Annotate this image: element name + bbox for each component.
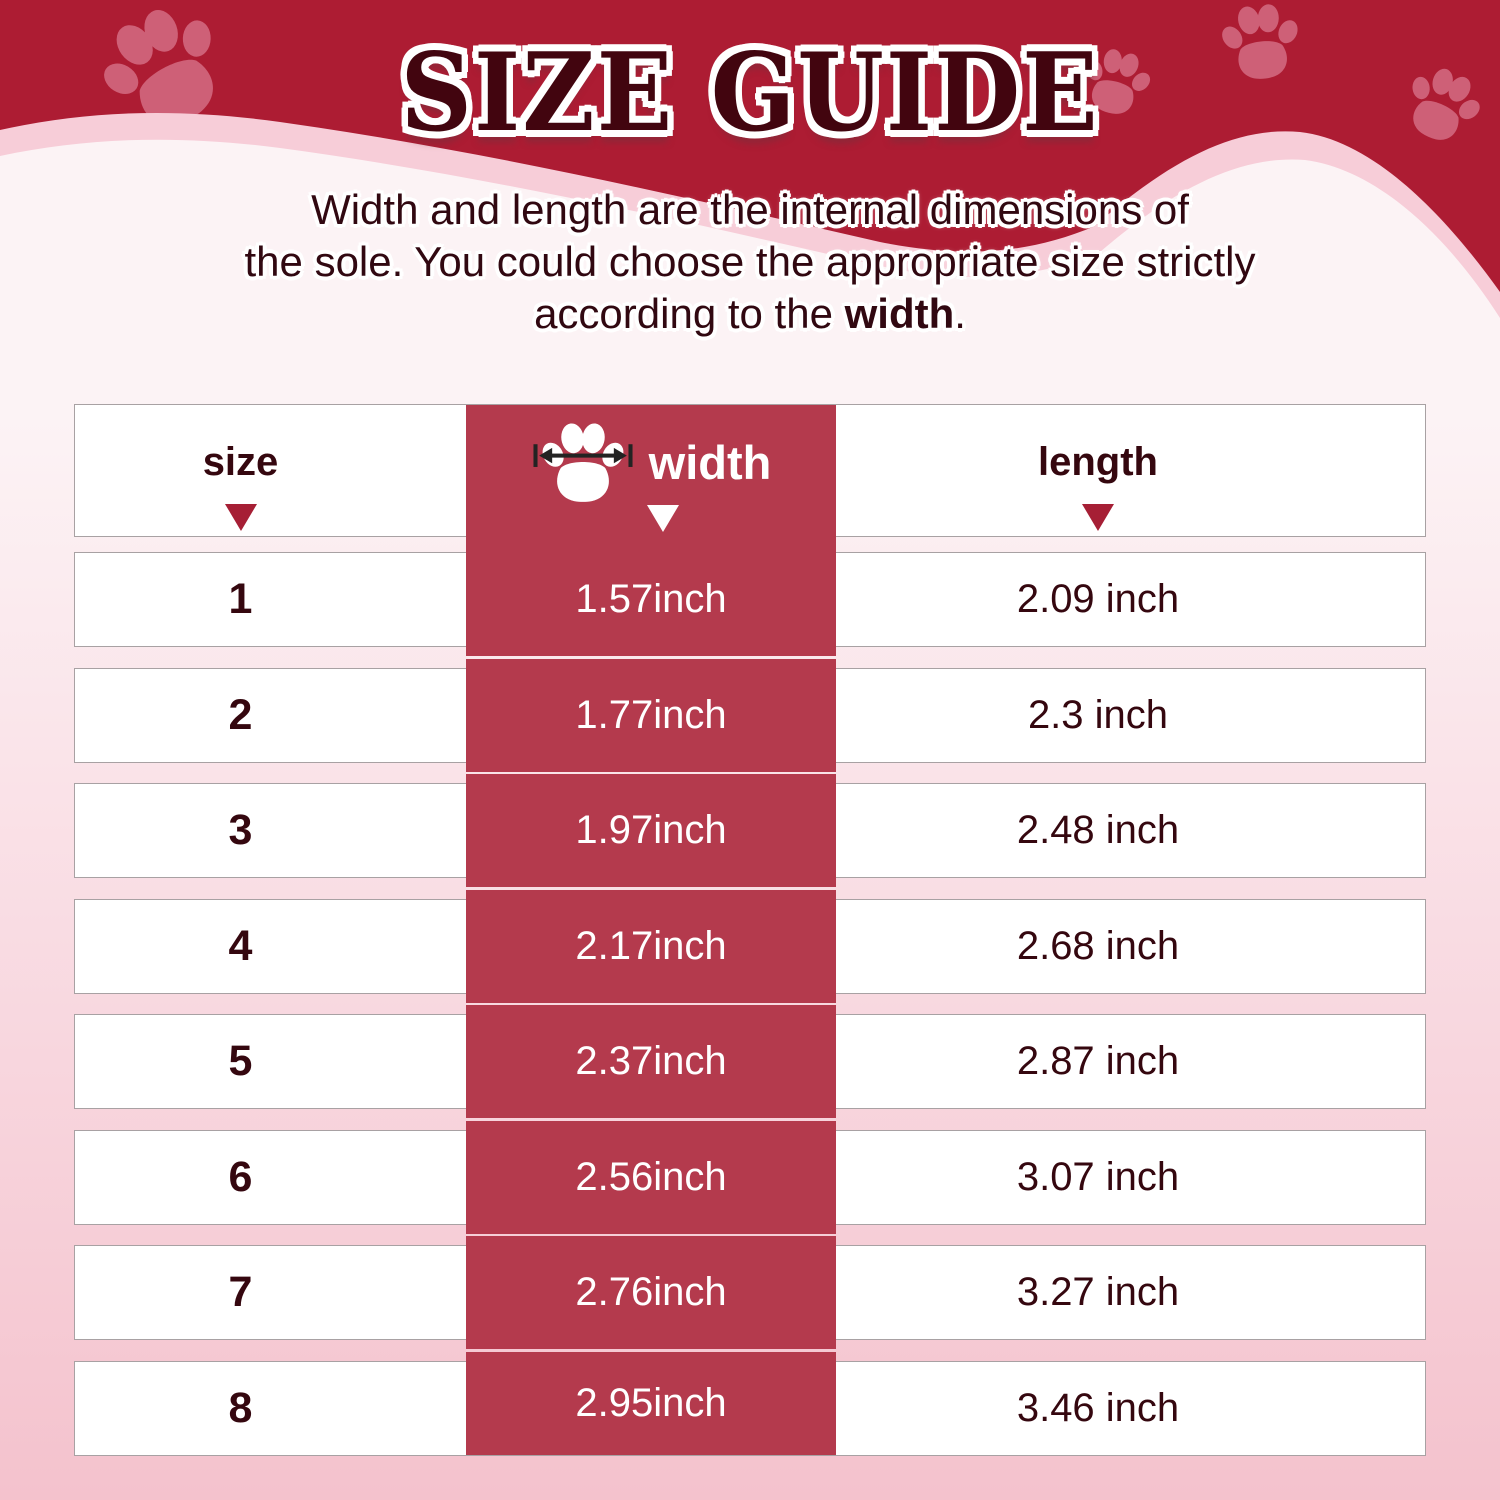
length-cell: 3.46 inch — [837, 1362, 1425, 1455]
wave-white-body — [0, 139, 1500, 420]
length-value: 3.46 inch — [1016, 1385, 1180, 1430]
intro-line-1: Width and length are the internal dimens… — [311, 186, 1189, 233]
hero-banner — [0, 0, 1500, 420]
header-length: length — [837, 405, 1425, 536]
size-cell: 1 — [75, 553, 466, 646]
header-size: size — [75, 405, 466, 536]
table-row: 7 2.76inch 3.27 inch — [74, 1236, 1426, 1349]
size-value: 8 — [228, 1383, 253, 1432]
length-value: 2.68 inch — [1016, 923, 1180, 968]
width-value: 1.97inch — [575, 808, 727, 852]
width-header-group: width — [531, 415, 772, 510]
size-value: 1 — [228, 575, 253, 623]
size-value: 7 — [228, 1268, 253, 1316]
width-cell: 2.76inch — [466, 1236, 836, 1349]
intro-line-2: the sole. You could choose the appropria… — [244, 238, 1256, 285]
length-cell: 2.48 inch — [837, 784, 1425, 877]
size-table: size width — [74, 404, 1426, 1456]
size-cell: 6 — [75, 1131, 466, 1224]
width-cell: 1.97inch — [466, 774, 836, 887]
page-title: SIZE GUIDE — [400, 30, 1100, 156]
header-width-label: width — [648, 435, 772, 489]
width-value: 1.77inch — [575, 692, 727, 737]
width-value: 2.76inch — [575, 1270, 727, 1314]
size-value: 2 — [228, 690, 253, 739]
width-value: 2.17inch — [575, 923, 727, 968]
size-value: 4 — [228, 921, 253, 970]
size-cell: 2 — [75, 669, 466, 762]
length-cell: 2.3 inch — [837, 669, 1425, 762]
width-cell: 2.17inch — [466, 889, 836, 1003]
size-cell: 8 — [75, 1362, 466, 1455]
length-cell: 2.68 inch — [837, 900, 1425, 993]
width-cell: 2.95inch — [466, 1351, 836, 1455]
length-value: 2.48 inch — [1016, 808, 1180, 852]
width-cell: 2.56inch — [466, 1120, 836, 1234]
size-value: 3 — [228, 806, 253, 854]
down-triangle-icon — [647, 505, 679, 532]
width-value: 2.95inch — [575, 1380, 727, 1425]
header-length-label: length — [1038, 440, 1158, 484]
length-value: 3.07 inch — [1016, 1154, 1180, 1199]
header-size-label: size — [202, 440, 279, 484]
table-row: 1 1.57inch 2.09 inch — [74, 543, 1426, 656]
length-value: 2.87 inch — [1016, 1039, 1180, 1083]
size-cell: 4 — [75, 900, 466, 993]
table-row: 2 1.77inch 2.3 inch — [74, 658, 1426, 772]
length-cell: 3.27 inch — [837, 1246, 1425, 1339]
width-value: 1.57inch — [575, 577, 727, 621]
intro-text: Width and length are the internal dimens… — [0, 184, 1500, 340]
size-cell: 5 — [75, 1015, 466, 1108]
intro-line-3-period: . — [954, 290, 966, 337]
size-value: 5 — [228, 1037, 253, 1085]
width-cell: 1.77inch — [466, 658, 836, 772]
table-row: 5 2.37inch 2.87 inch — [74, 1005, 1426, 1118]
table-row: 4 2.17inch 2.68 inch — [74, 889, 1426, 1003]
down-triangle-icon — [1082, 504, 1114, 531]
length-value: 2.3 inch — [1027, 692, 1169, 737]
length-value: 2.09 inch — [1016, 577, 1180, 621]
intro-width-emphasis: width — [844, 290, 955, 337]
width-value: 2.37inch — [575, 1039, 727, 1083]
table-row: 3 1.97inch 2.48 inch — [74, 774, 1426, 887]
width-cell: 2.37inch — [466, 1005, 836, 1118]
size-value: 6 — [228, 1152, 253, 1201]
length-value: 3.27 inch — [1016, 1270, 1180, 1314]
size-cell: 3 — [75, 784, 466, 877]
length-cell: 2.87 inch — [837, 1015, 1425, 1108]
table-row: 8 2.95inch 3.46 inch — [74, 1351, 1426, 1456]
size-cell: 7 — [75, 1246, 466, 1339]
length-cell: 2.09 inch — [837, 553, 1425, 646]
length-cell: 3.07 inch — [837, 1131, 1425, 1224]
down-triangle-icon — [224, 504, 257, 531]
table-row: 6 2.56inch 3.07 inch — [74, 1120, 1426, 1234]
table-header-row: size width — [74, 404, 1426, 551]
width-value: 2.56inch — [575, 1154, 727, 1199]
paw-width-measure-icon — [533, 421, 633, 502]
width-arrow-icon — [533, 443, 633, 467]
width-cell: 1.57inch — [466, 543, 836, 656]
intro-line-3: according to the — [534, 290, 845, 337]
header-width: width — [466, 405, 836, 551]
